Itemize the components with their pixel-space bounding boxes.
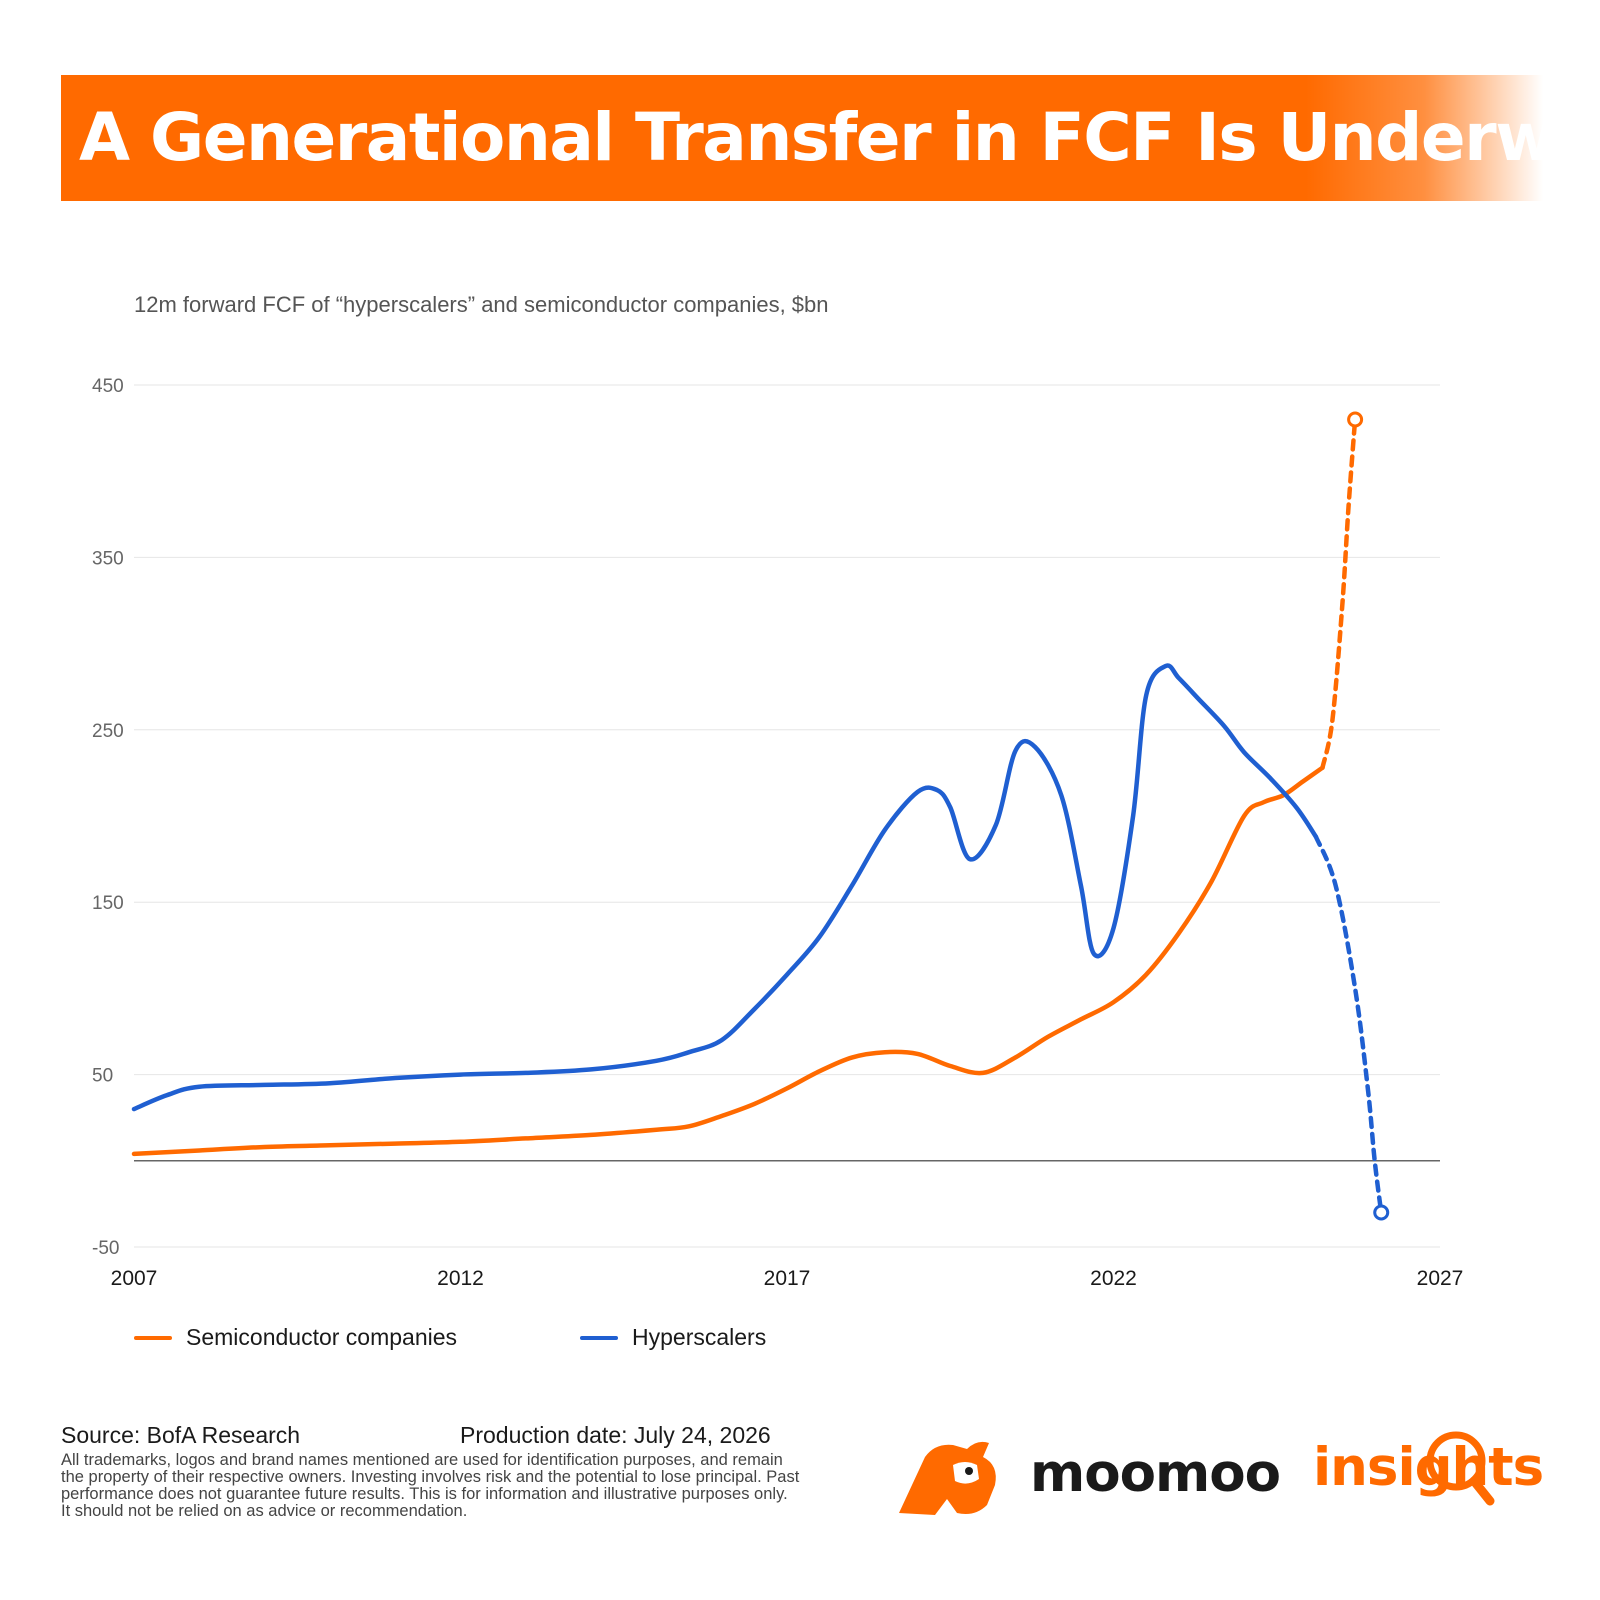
series-line-semiconductor-companies (131, 765, 1325, 1157)
chart-series (131, 411, 1390, 1221)
x-tick-label: 2027 (1417, 1267, 1464, 1290)
x-tick-label: 2012 (437, 1267, 484, 1290)
y-tick-label: 250 (92, 721, 124, 742)
disclaimer-text: All trademarks, logos and brand names me… (61, 1451, 800, 1520)
chart-gridlines (134, 384, 1440, 1248)
y-tick-label: 150 (92, 893, 124, 914)
legend-item-semiconductor: Semiconductor companies (134, 1324, 457, 1351)
fcf-line-chart: -50 50 150 250 350 450 2007 2012 2017 2022 2027 (92, 376, 1464, 1290)
y-tick-label: -50 (92, 1238, 119, 1259)
legend-swatch-hyperscalers (580, 1335, 618, 1340)
series-endpoint-semiconductor-companies (1347, 411, 1364, 428)
x-tick-label: 2007 (111, 1267, 158, 1290)
x-tick-label: 2022 (1090, 1267, 1137, 1290)
series-projection-hyperscalers (1313, 834, 1384, 1215)
chart-subtitle: 12m forward FCF of “hyperscalers” and se… (134, 292, 829, 317)
y-tick-label: 350 (92, 548, 124, 569)
page-title: A Generational Transfer in FCF Is Underw… (79, 99, 1543, 176)
production-date: Production date: July 24, 2026 (460, 1422, 771, 1448)
series-line-hyperscalers (131, 663, 1319, 1112)
title-banner: A Generational Transfer in FCF Is Underw… (61, 75, 1543, 201)
x-axis-ticks: 2007 2012 2017 2022 2027 (111, 1267, 1464, 1290)
legend-label-hyperscalers: Hyperscalers (632, 1324, 767, 1350)
legend-label-semiconductor: Semiconductor companies (186, 1324, 458, 1350)
y-tick-label: 50 (92, 1066, 113, 1087)
source-note: Source: BofA Research (61, 1422, 301, 1448)
series-projection-semiconductor-companies (1320, 417, 1358, 770)
brand-name: moomoo (1030, 1443, 1281, 1504)
brand-logo: moomoo insights (895, 1425, 1555, 1555)
x-tick-label: 2017 (764, 1267, 811, 1290)
y-axis-ticks: -50 50 150 250 350 450 (92, 376, 124, 1259)
bull-head-icon (899, 1441, 996, 1515)
magnifier-icon (1426, 1431, 1495, 1506)
y-tick-label: 450 (92, 376, 124, 397)
legend-swatch-semiconductor (134, 1335, 172, 1340)
series-endpoint-hyperscalers (1373, 1204, 1390, 1221)
legend-item-hyperscalers: Hyperscalers (580, 1324, 766, 1351)
